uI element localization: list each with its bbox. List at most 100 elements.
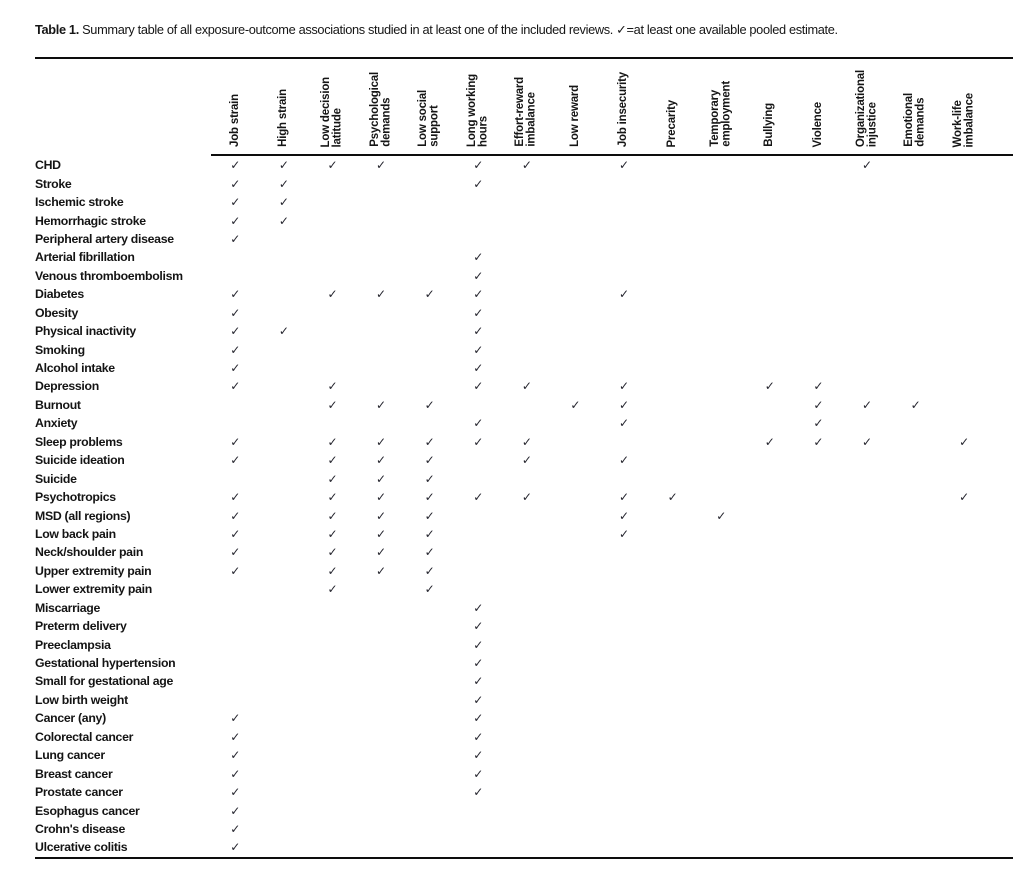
check-cell: ✓ — [473, 324, 484, 339]
table-row: Hemorrhagic stroke ✓ ✓ — [35, 211, 1013, 229]
check-cell: ✓ — [327, 453, 338, 468]
check-cell: ✓ — [230, 305, 241, 320]
outcome-label: Ischemic stroke — [35, 195, 124, 210]
outcome-label: Venous thromboembolism — [35, 268, 183, 283]
outcome-label: Low back pain — [35, 526, 116, 541]
check-cell: ✓ — [424, 582, 435, 597]
check-cell: ✓ — [619, 158, 630, 173]
outcome-label: Anxiety — [35, 416, 78, 431]
outcome-label: Preeclampsia — [35, 637, 111, 652]
check-cell: ✓ — [327, 508, 338, 523]
check-cell: ✓ — [473, 692, 484, 707]
check-cell: ✓ — [376, 397, 387, 412]
check-cell: ✓ — [619, 526, 630, 541]
column-header-label: Violence — [811, 101, 824, 148]
table-body: CHD ✓ ✓ ✓ ✓ ✓ ✓ ✓ ✓ Stroke ✓ ✓ ✓ Ischemic stroke ✓ ✓ Hem… — [35, 156, 1013, 859]
check-cell: ✓ — [230, 490, 241, 505]
outcome-label: Depression — [35, 379, 99, 394]
check-cell: ✓ — [473, 674, 484, 689]
check-cell: ✓ — [376, 563, 387, 578]
outcome-label: Suicide — [35, 471, 77, 486]
check-cell: ✓ — [716, 508, 727, 523]
check-cell: ✓ — [230, 379, 241, 394]
check-cell: ✓ — [230, 231, 241, 246]
outcome-label: Psychotropics — [35, 490, 116, 505]
check-cell: ✓ — [230, 434, 241, 449]
table-row: Colorectal cancer ✓ ✓ — [35, 728, 1013, 746]
column-header-label: Effort-reward imbalance — [514, 77, 538, 147]
check-cell: ✓ — [424, 453, 435, 468]
column-header: Organizational injustice — [843, 59, 892, 154]
column-header: Low social support — [405, 59, 454, 154]
check-cell: ✓ — [376, 490, 387, 505]
check-cell: ✓ — [327, 490, 338, 505]
table-row: Crohn's disease ✓ — [35, 820, 1013, 838]
check-cell: ✓ — [521, 453, 532, 468]
check-cell: ✓ — [813, 379, 824, 394]
check-cell: ✓ — [521, 434, 532, 449]
outcome-label: Colorectal cancer — [35, 729, 134, 744]
check-cell: ✓ — [667, 490, 678, 505]
check-cell: ✓ — [473, 379, 484, 394]
check-cell: ✓ — [327, 526, 338, 541]
outcome-label: Low birth weight — [35, 692, 128, 707]
check-cell: ✓ — [764, 434, 775, 449]
check-cell: ✓ — [570, 397, 581, 412]
check-cell: ✓ — [230, 563, 241, 578]
table-row: Cancer (any) ✓ ✓ — [35, 709, 1013, 727]
check-cell: ✓ — [230, 361, 241, 376]
table-row: Burnout ✓ ✓ ✓ ✓ ✓ ✓ ✓ ✓ — [35, 396, 1013, 414]
outcome-label: Hemorrhagic stroke — [35, 213, 146, 228]
check-cell: ✓ — [473, 490, 484, 505]
table-row: Ischemic stroke ✓ ✓ — [35, 193, 1013, 211]
column-header: Low decision latitude — [308, 59, 357, 154]
column-header: Long working hours — [454, 59, 503, 154]
check-cell: ✓ — [230, 545, 241, 560]
check-cell: ✓ — [424, 287, 435, 302]
check-cell: ✓ — [619, 508, 630, 523]
check-cell: ✓ — [230, 729, 241, 744]
table-caption: Table 1. Summary table of all exposure-o… — [35, 22, 1013, 57]
check-cell: ✓ — [473, 711, 484, 726]
outcome-label: MSD (all regions) — [35, 508, 131, 523]
table-row: Preterm delivery ✓ — [35, 617, 1013, 635]
column-header-label: Job strain — [228, 94, 241, 147]
table-row: CHD ✓ ✓ ✓ ✓ ✓ ✓ ✓ ✓ — [35, 156, 1013, 174]
table-caption-text: Summary table of all exposure-outcome as… — [82, 22, 838, 37]
table-row: Sleep problems ✓ ✓ ✓ ✓ ✓ ✓ ✓ ✓ ✓ ✓ — [35, 433, 1013, 451]
check-cell: ✓ — [619, 379, 630, 394]
check-cell: ✓ — [473, 416, 484, 431]
outcome-label: Lung cancer — [35, 748, 105, 763]
table-row: Arterial fibrillation ✓ — [35, 248, 1013, 266]
check-cell: ✓ — [521, 490, 532, 505]
check-cell: ✓ — [327, 397, 338, 412]
outcome-label: Neck/shoulder pain — [35, 545, 144, 560]
table-row: Ulcerative colitis ✓ — [35, 838, 1013, 856]
outcome-label: Crohn's disease — [35, 821, 126, 836]
column-header-label: Low social support — [417, 90, 441, 147]
check-cell: ✓ — [376, 453, 387, 468]
outcome-label: Preterm delivery — [35, 619, 127, 634]
column-header-label: Job insecurity — [617, 71, 630, 147]
column-header-label: Bullying — [763, 103, 776, 147]
check-cell: ✓ — [619, 416, 630, 431]
check-cell: ✓ — [521, 158, 532, 173]
check-cell: ✓ — [230, 803, 241, 818]
outcome-label: Gestational hypertension — [35, 656, 176, 671]
table-row: Psychotropics ✓ ✓ ✓ ✓ ✓ ✓ ✓ ✓ ✓ — [35, 488, 1013, 506]
check-cell: ✓ — [424, 508, 435, 523]
check-cell: ✓ — [473, 176, 484, 191]
check-cell: ✓ — [230, 526, 241, 541]
check-cell: ✓ — [813, 397, 824, 412]
check-cell: ✓ — [230, 213, 241, 228]
check-cell: ✓ — [473, 766, 484, 781]
check-cell: ✓ — [619, 287, 630, 302]
check-cell: ✓ — [473, 600, 484, 615]
outcome-label: Breast cancer — [35, 766, 113, 781]
check-cell: ✓ — [376, 287, 387, 302]
check-cell: ✓ — [230, 840, 241, 855]
check-cell: ✓ — [619, 397, 630, 412]
check-cell: ✓ — [473, 287, 484, 302]
column-header: Psychological demands — [357, 59, 406, 154]
table-row: Suicide ideation ✓ ✓ ✓ ✓ ✓ ✓ — [35, 451, 1013, 469]
